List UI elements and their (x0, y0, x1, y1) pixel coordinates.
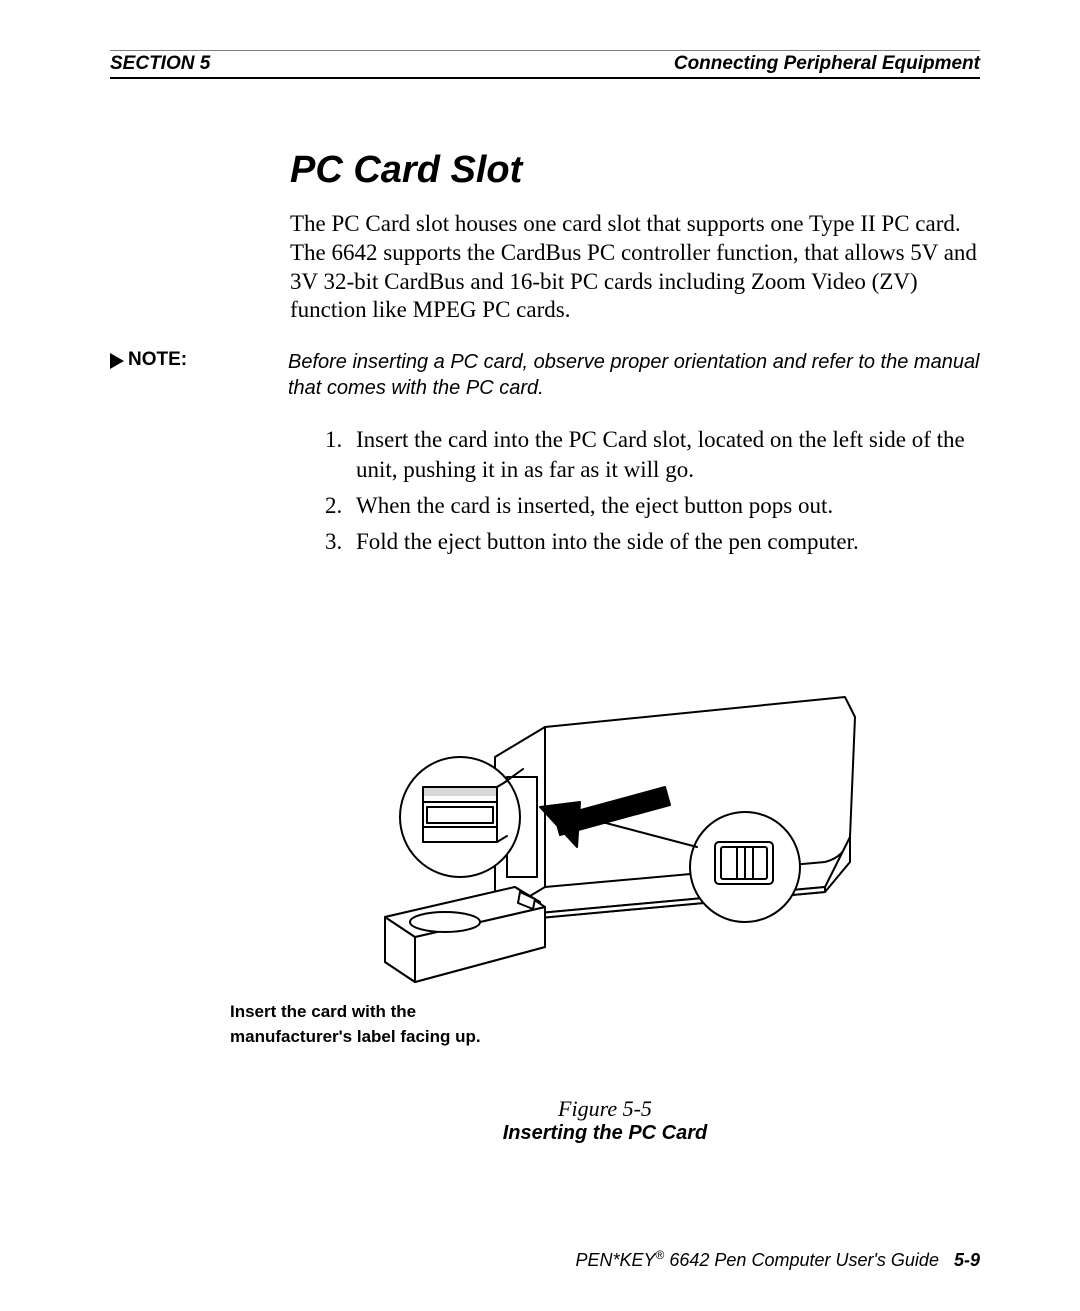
note-text: Before inserting a PC card, observe prop… (288, 349, 980, 401)
step-item: Fold the eject button into the side of t… (348, 527, 980, 557)
note-block: NOTE: Before inserting a PC card, observ… (110, 349, 980, 401)
page: SECTION 5 Connecting Peripheral Equipmen… (0, 0, 1080, 1311)
figure-block: Insert the card with the manufacturer's … (230, 687, 980, 1145)
footer-product: PEN*KEY (575, 1250, 655, 1270)
figure-caption: Figure 5-5 Inserting the PC Card (230, 1096, 980, 1145)
section-intro: The PC Card slot houses one card slot th… (290, 210, 980, 325)
figure-annotation: Insert the card with the manufacturer's … (230, 999, 980, 1050)
page-header: SECTION 5 Connecting Peripheral Equipmen… (110, 50, 980, 79)
page-number: 5-9 (954, 1250, 980, 1270)
page-footer: PEN*KEY® 6642 Pen Computer User's Guide … (575, 1248, 980, 1271)
step-item: When the card is inserted, the eject but… (348, 491, 980, 521)
footer-tail: 6642 Pen Computer User's Guide (664, 1250, 939, 1270)
figure-annotation-line: manufacturer's label facing up. (230, 1024, 980, 1050)
figure-number: Figure 5-5 (230, 1096, 980, 1122)
figure-title: Inserting the PC Card (230, 1122, 980, 1145)
note-triangle-icon (110, 353, 124, 369)
figure-annotation-line: Insert the card with the (230, 999, 980, 1025)
steps-list: Insert the card into the PC Card slot, l… (290, 425, 980, 557)
pc-card-insertion-illustration (345, 687, 865, 987)
header-section: SECTION 5 (110, 53, 210, 75)
content-column: PC Card Slot The PC Card slot houses one… (290, 149, 980, 1145)
step-item: Insert the card into the PC Card slot, l… (348, 425, 980, 485)
note-label: NOTE: (128, 349, 288, 371)
header-chapter: Connecting Peripheral Equipment (674, 53, 980, 75)
section-title: PC Card Slot (290, 149, 980, 192)
